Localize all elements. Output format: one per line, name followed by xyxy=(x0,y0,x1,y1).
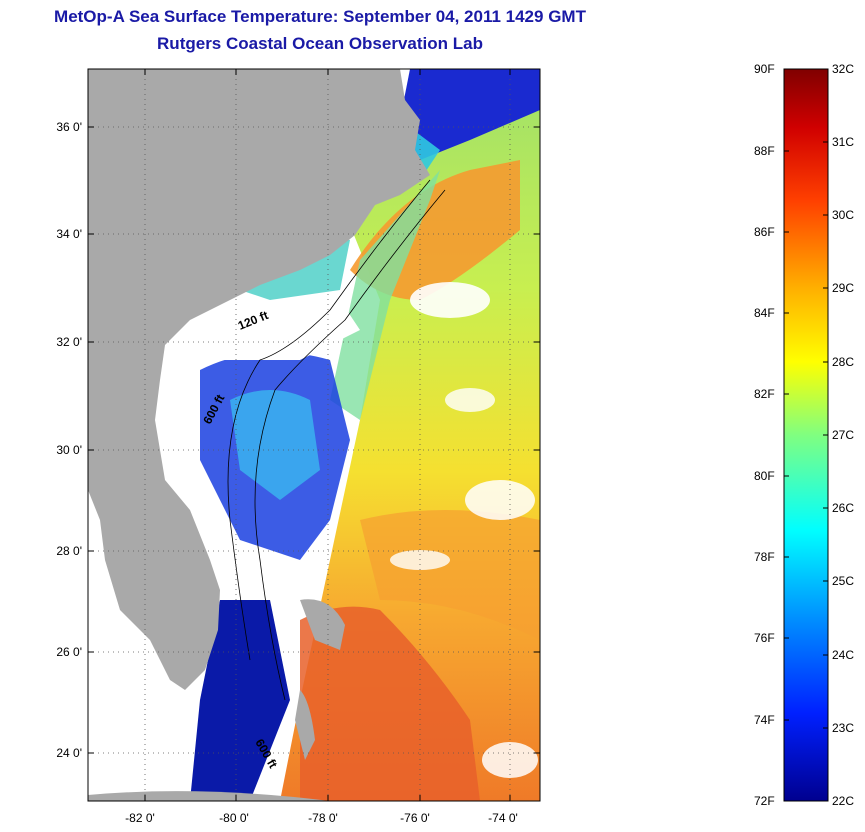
colorbar-c-label: 23C xyxy=(832,721,855,735)
cloud-patch xyxy=(410,282,490,318)
colorbar-f-label: 84F xyxy=(754,306,775,320)
colorbar-f-label: 90F xyxy=(754,62,775,76)
colorbar-c-label: 28C xyxy=(832,355,855,369)
shelf-sst-band xyxy=(330,170,440,420)
y-tick-label: 28 0' xyxy=(56,544,82,558)
cool-sst-patch xyxy=(230,390,320,500)
colorbar-c-label: 32C xyxy=(832,62,855,76)
island xyxy=(295,690,315,760)
x-tick-label: -74 0' xyxy=(488,811,518,825)
colorbar-c-label: 26C xyxy=(832,501,855,515)
x-tick-label: -76 0' xyxy=(400,811,430,825)
island xyxy=(300,599,345,650)
colorbar-f-label: 72F xyxy=(754,794,775,808)
y-tick-label: 36 0' xyxy=(56,120,82,134)
map-frame xyxy=(87,68,541,802)
cold-sst-north xyxy=(400,69,540,160)
y-tick-label: 34 0' xyxy=(56,227,82,241)
cold-sst-straits xyxy=(190,600,290,801)
graticule xyxy=(88,69,540,801)
colorbar-ticks xyxy=(784,141,828,729)
warm-sst-patch xyxy=(360,510,540,640)
colorbar-f-label: 80F xyxy=(754,469,775,483)
colorbar-c-label: 25C xyxy=(832,574,855,588)
colorbar-c-label: 24C xyxy=(832,648,855,662)
x-axis: -82 0' -80 0' -78 0' -76 0' -74 0' xyxy=(125,69,518,825)
y-tick-label: 24 0' xyxy=(56,746,82,760)
y-tick-label: 26 0' xyxy=(56,645,82,659)
cloud-patch xyxy=(465,480,535,520)
map-subtitle: Rutgers Coastal Ocean Observation Lab xyxy=(157,34,483,53)
colorbar-f-label: 76F xyxy=(754,631,775,645)
isobath-600ft xyxy=(254,189,446,701)
land-mass-cuba xyxy=(88,791,330,801)
x-tick-label: -82 0' xyxy=(125,811,155,825)
colorbar xyxy=(783,68,829,802)
y-tick-label: 32 0' xyxy=(56,335,82,349)
map-title: MetOp-A Sea Surface Temperature: Septemb… xyxy=(54,7,586,26)
cloud-patch xyxy=(445,388,495,412)
colorbar-c-label: 30C xyxy=(832,208,855,222)
no-data-area xyxy=(160,300,360,400)
colorbar-f-label: 78F xyxy=(754,550,775,564)
colorbar-c-label: 29C xyxy=(832,281,855,295)
x-tick-label: -80 0' xyxy=(219,811,249,825)
y-tick-label: 30 0' xyxy=(56,443,82,457)
colorbar-f-label: 88F xyxy=(754,144,775,158)
colorbar-f-label: 86F xyxy=(754,225,775,239)
colorbar-f-label: 74F xyxy=(754,713,775,727)
warm-sst-patch xyxy=(300,606,480,801)
colorbar-c-label: 22C xyxy=(832,794,855,808)
land-mass xyxy=(88,69,430,690)
x-tick-label: -78 0' xyxy=(308,811,338,825)
colorbar-c-label: 27C xyxy=(832,428,855,442)
colorbar-gradient xyxy=(783,68,829,802)
y-axis: 36 0' 34 0' 32 0' 30 0' 28 0' 26 0' 24 0… xyxy=(56,120,540,760)
colorbar-f-label: 82F xyxy=(754,387,775,401)
colorbar-c-label: 31C xyxy=(832,135,855,149)
